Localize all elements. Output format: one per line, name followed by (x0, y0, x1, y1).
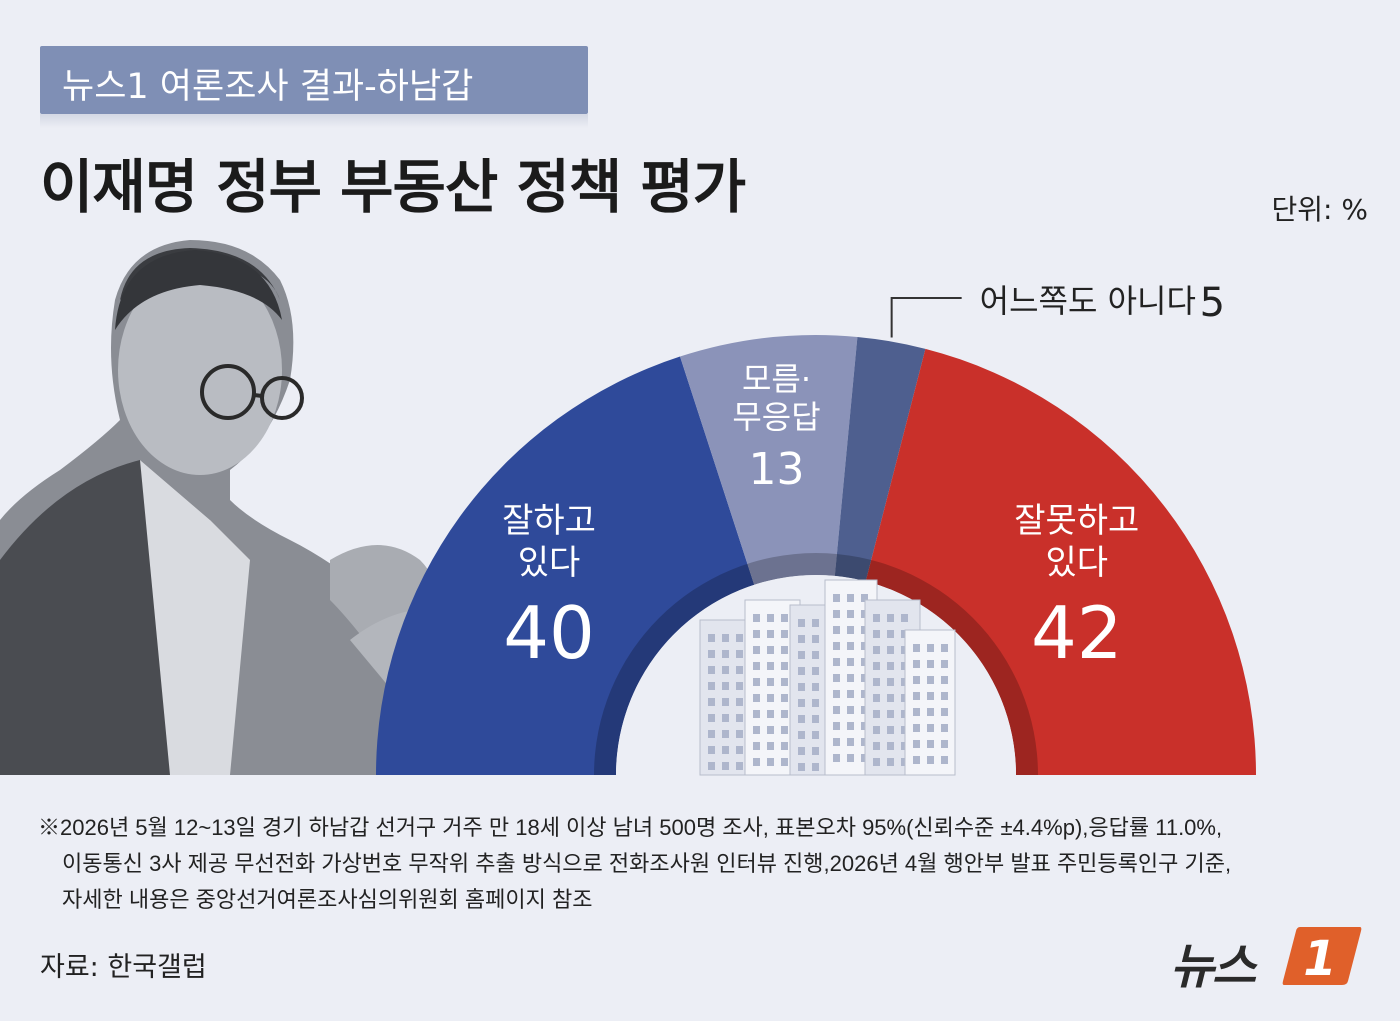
donut-slice-1 (680, 335, 858, 585)
note-line-3: 자세한 내용은 중앙선거여론조사심의위원회 홈페이지 참조 (62, 887, 593, 912)
logo-badge-icon: 1 (1282, 927, 1362, 987)
person-photo (0, 240, 470, 775)
slice-label-2: 어느쪽도 아니다 (980, 282, 1196, 320)
note-line-2: 이동통신 3사 제공 무선전화 가상번호 무작위 추출 방식으로 전화조사원 인… (62, 851, 1232, 876)
slice-value-1: 13 (748, 444, 804, 495)
slice-value-2: 5 (1200, 280, 1225, 326)
note-line-1: ※2026년 5월 12~13일 경기 하남갑 선거구 거주 만 18세 이상 … (38, 815, 1223, 840)
news1-logo: 뉴스 1 (1170, 925, 1370, 995)
slice-label-3-line2: 있다 (1045, 543, 1108, 583)
slice-label-1-line2: 무응답 (732, 398, 820, 436)
slice-value-3: 42 (1031, 591, 1123, 675)
slice-value-0: 40 (503, 591, 595, 675)
donut-slice-3 (865, 348, 1256, 775)
banner-text: 뉴스1 여론조사 결과-하남갑 (62, 67, 474, 107)
slice-label-0-line2: 있다 (518, 543, 581, 583)
survey-banner: 뉴스1 여론조사 결과-하남갑 (40, 46, 588, 114)
building-5 (904, 629, 956, 776)
donut-slice-0 (376, 356, 755, 775)
donut-slice-2 (834, 336, 926, 582)
source-label: 자료: 한국갤럽 (40, 952, 207, 983)
slice-label-0-line1: 잘하고 (502, 501, 596, 541)
slice-label-1-line1: 모름· (742, 360, 811, 398)
unit-label: 단위: % (1271, 193, 1368, 226)
inner-ring-shadow (594, 553, 1038, 775)
banner-shadow (40, 114, 588, 128)
logo-badge-text: 1 (1303, 931, 1336, 987)
page-title: 이재명 정부 부동산 정책 평가 (40, 153, 746, 221)
apartment-buildings-illustration (699, 579, 956, 776)
slice-label-3-line1: 잘못하고 (1014, 501, 1139, 541)
logo-text: 뉴스 (1170, 939, 1256, 995)
callout-line-2 (890, 297, 962, 338)
